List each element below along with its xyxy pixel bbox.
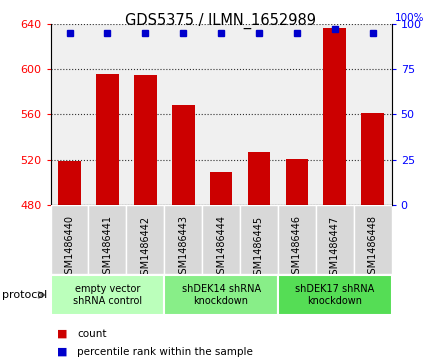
- Bar: [316, 205, 354, 274]
- Text: GSM1486440: GSM1486440: [65, 215, 74, 281]
- Text: GSM1486447: GSM1486447: [330, 215, 340, 281]
- Bar: [210, 172, 232, 205]
- Text: shDEK17 shRNA
knockdown: shDEK17 shRNA knockdown: [295, 284, 374, 306]
- Text: empty vector
shRNA control: empty vector shRNA control: [73, 284, 142, 306]
- Bar: [51, 275, 164, 315]
- Bar: [278, 275, 392, 315]
- Bar: [361, 113, 384, 205]
- Bar: [286, 159, 308, 205]
- Bar: [88, 205, 126, 274]
- Text: count: count: [77, 329, 106, 339]
- Bar: [134, 75, 157, 205]
- Text: GDS5375 / ILMN_1652989: GDS5375 / ILMN_1652989: [125, 13, 315, 29]
- Bar: [240, 205, 278, 274]
- Bar: [248, 152, 270, 205]
- Text: GSM1486446: GSM1486446: [292, 215, 302, 281]
- Bar: [278, 205, 316, 274]
- Text: 100%: 100%: [395, 13, 425, 23]
- Bar: [96, 74, 119, 205]
- Text: GSM1486444: GSM1486444: [216, 215, 226, 281]
- Bar: [58, 161, 81, 205]
- Text: GSM1486443: GSM1486443: [178, 215, 188, 281]
- Bar: [354, 205, 392, 274]
- Text: shDEK14 shRNA
knockdown: shDEK14 shRNA knockdown: [182, 284, 260, 306]
- Text: ■: ■: [57, 329, 68, 339]
- Bar: [202, 205, 240, 274]
- Text: GSM1486442: GSM1486442: [140, 215, 150, 281]
- Bar: [126, 205, 164, 274]
- Bar: [51, 205, 88, 274]
- Text: GSM1486448: GSM1486448: [368, 215, 378, 281]
- Text: protocol: protocol: [2, 290, 48, 300]
- Bar: [323, 28, 346, 205]
- Bar: [164, 275, 278, 315]
- Text: ■: ■: [57, 347, 68, 357]
- Bar: [164, 205, 202, 274]
- Text: percentile rank within the sample: percentile rank within the sample: [77, 347, 253, 357]
- Bar: [172, 105, 194, 205]
- Text: GSM1486441: GSM1486441: [103, 215, 113, 281]
- Text: GSM1486445: GSM1486445: [254, 215, 264, 281]
